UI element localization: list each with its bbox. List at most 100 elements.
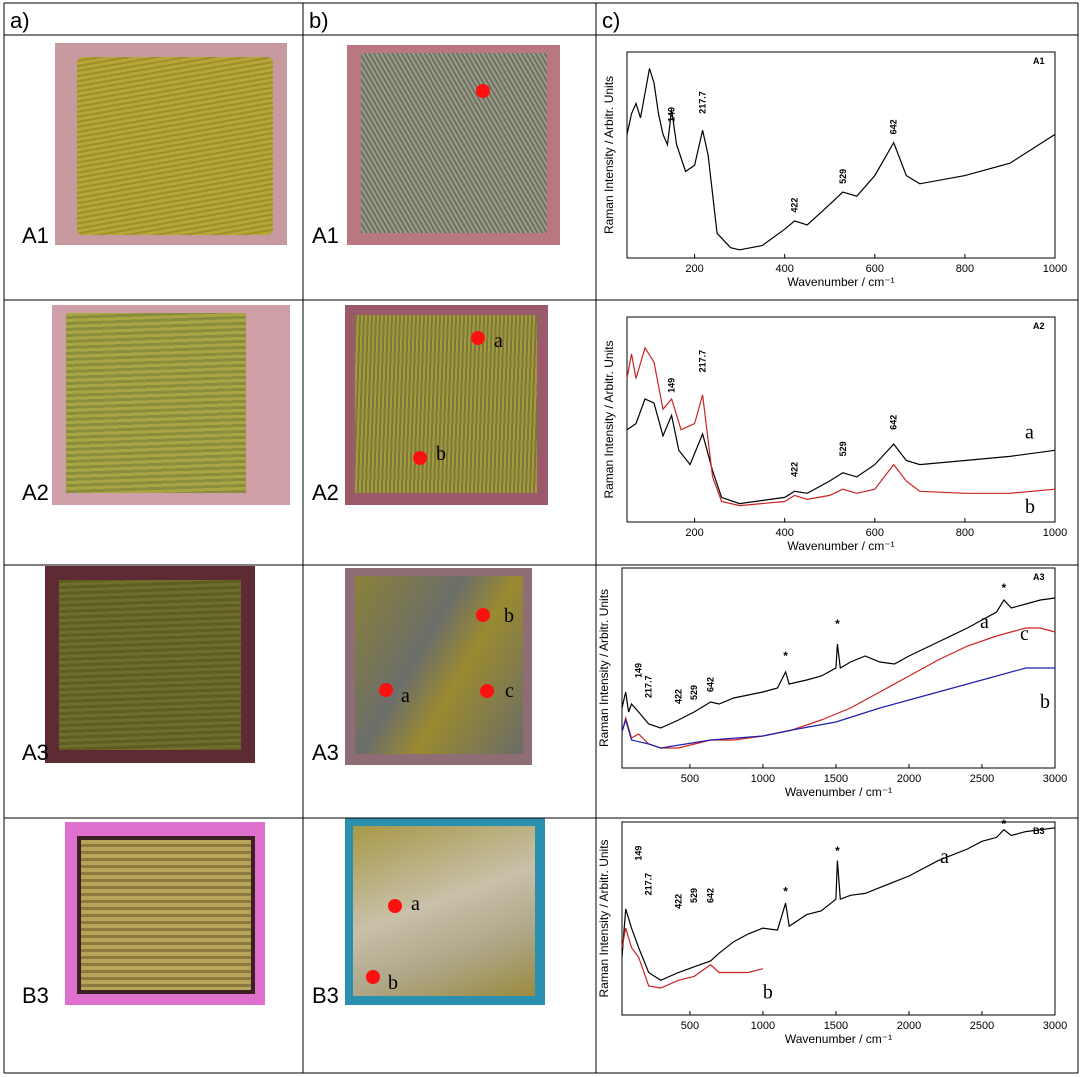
photo-label: A2 [312, 480, 339, 505]
spot [388, 899, 402, 913]
x-tick-label: 3000 [1043, 773, 1067, 785]
x-tick-label: 2500 [970, 773, 994, 785]
plot-frame [627, 52, 1055, 258]
spot [366, 970, 380, 984]
photo-label: A1 [312, 223, 339, 248]
plot-frame [627, 317, 1055, 522]
column-header: a) [10, 8, 30, 33]
series-label: a [1025, 421, 1034, 443]
peak-label: 529 [838, 169, 848, 184]
column-header: b) [309, 8, 329, 33]
spot-label: c [505, 680, 514, 702]
series-label: a [940, 846, 949, 868]
peak-label: 149 [634, 846, 644, 861]
x-tick-label: 2000 [897, 773, 921, 785]
peak-label: 422 [790, 198, 800, 213]
peak-label: 642 [889, 119, 899, 134]
x-tick-label: 1500 [824, 773, 848, 785]
series-label: b [1040, 691, 1050, 713]
y-axis-label: Raman Intensity / Arbitr. Units [602, 340, 616, 498]
spot-label: b [436, 443, 446, 465]
spot [480, 684, 494, 698]
y-axis-label: Raman Intensity / Arbitr. Units [597, 839, 611, 997]
peak-label: 422 [674, 689, 684, 704]
peak-label: 422 [674, 894, 684, 909]
spot [476, 84, 490, 98]
peak-label: 529 [689, 685, 699, 700]
x-tick-label: 800 [956, 527, 974, 539]
peak-label: 149 [667, 107, 677, 122]
x-axis-label: Wavenumber / cm⁻¹ [787, 275, 894, 289]
series-label: a [980, 611, 989, 633]
x-tick-label: 3000 [1043, 1020, 1067, 1032]
series-label: c [1020, 623, 1029, 645]
spot-label: a [401, 685, 410, 707]
x-axis-label: Wavenumber / cm⁻¹ [785, 785, 892, 799]
spot-label: b [388, 972, 398, 994]
peak-label: 217.7 [644, 675, 654, 698]
peak-label: * [1002, 817, 1007, 831]
peak-label: 422 [790, 462, 800, 477]
chart-title: A1 [1033, 56, 1045, 66]
x-tick-label: 1000 [1043, 263, 1067, 275]
spot [471, 331, 485, 345]
spot [476, 608, 490, 622]
photo-label: A1 [22, 223, 49, 248]
photo-label: A3 [312, 740, 339, 765]
peak-label: * [783, 649, 788, 663]
x-tick-label: 800 [956, 263, 974, 275]
chart-title: A3 [1033, 572, 1045, 582]
x-tick-label: 200 [685, 527, 703, 539]
series-label: b [1025, 496, 1035, 518]
y-axis-label: Raman Intensity / Arbitr. Units [597, 589, 611, 747]
spot-label: a [411, 893, 420, 915]
peak-label: 217.7 [644, 873, 654, 896]
peak-label: 529 [838, 441, 848, 456]
x-tick-label: 2500 [970, 1020, 994, 1032]
spectrum-line [627, 69, 1055, 250]
x-tick-label: 600 [866, 527, 884, 539]
x-tick-label: 2000 [897, 1020, 921, 1032]
spot [413, 451, 427, 465]
plot-frame [622, 568, 1055, 768]
figure: a) b) c) A1 A1 A2 A2 a b A3 A3 b a c B3 B3 a b 200 400 600 80… [0, 0, 1082, 1077]
x-tick-label: 600 [866, 263, 884, 275]
peak-label: 642 [889, 415, 899, 430]
peak-label: 217.7 [698, 350, 708, 373]
spectrum-line [627, 348, 1055, 506]
spot-label: a [494, 330, 503, 352]
peak-label: 529 [689, 888, 699, 903]
x-axis-label: Wavenumber / cm⁻¹ [787, 539, 894, 553]
x-tick-label: 200 [685, 263, 703, 275]
photo-label: B3 [22, 983, 49, 1008]
y-axis-label: Raman Intensity / Arbitr. Units [602, 76, 616, 234]
spot [379, 683, 393, 697]
spectrum-line [622, 628, 1055, 748]
peak-label: * [835, 844, 840, 858]
photo-label: A3 [22, 740, 49, 765]
peak-label: * [835, 617, 840, 631]
x-tick-label: 1000 [751, 773, 775, 785]
peak-label: 149 [667, 378, 677, 393]
peak-label: 217.7 [698, 91, 708, 114]
x-tick-label: 500 [681, 773, 699, 785]
peak-label: 642 [706, 888, 716, 903]
overlay: a) b) c) A1 A1 A2 A2 a b A3 A3 b a c B3 B3 a b 200 400 600 80… [0, 0, 1082, 1077]
column-header: c) [602, 8, 620, 33]
x-tick-label: 500 [681, 1020, 699, 1032]
x-tick-label: 1500 [824, 1020, 848, 1032]
x-tick-label: 400 [776, 527, 794, 539]
peak-label: 149 [634, 663, 644, 678]
peak-label: 642 [706, 677, 716, 692]
spectrum-line [622, 668, 1055, 748]
photo-label: B3 [312, 983, 339, 1008]
photo-label: A2 [22, 480, 49, 505]
peak-label: * [1002, 581, 1007, 595]
spot-label: b [504, 605, 514, 627]
x-axis-label: Wavenumber / cm⁻¹ [785, 1032, 892, 1046]
peak-label: * [783, 884, 788, 898]
x-tick-label: 400 [776, 263, 794, 275]
x-tick-label: 1000 [751, 1020, 775, 1032]
x-tick-label: 1000 [1043, 527, 1067, 539]
chart-title: A2 [1033, 321, 1045, 331]
